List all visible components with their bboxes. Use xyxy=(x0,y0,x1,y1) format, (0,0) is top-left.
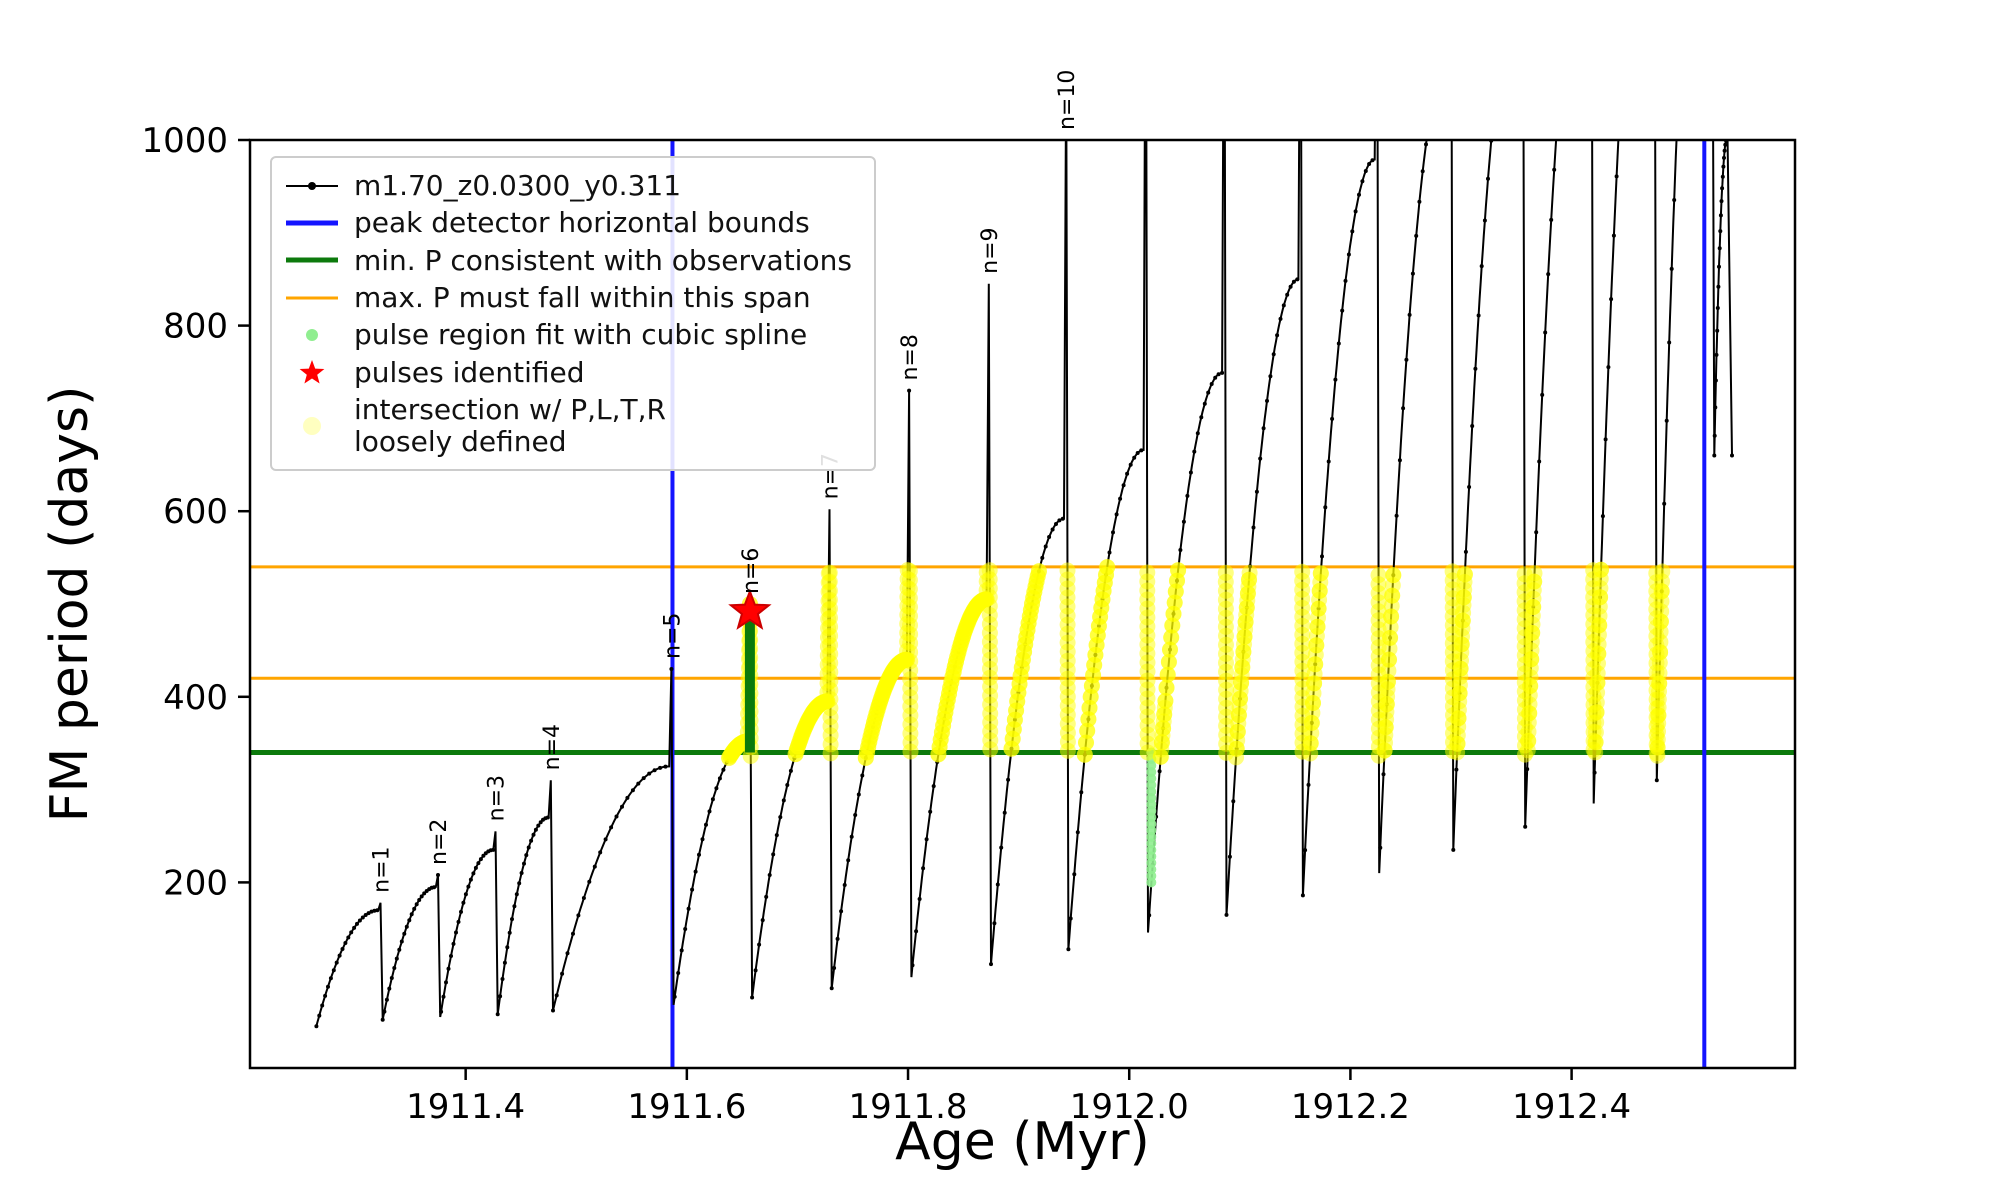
legend-item-4: pulse region fit with cubic spline xyxy=(284,318,852,352)
max-p-line-icon xyxy=(284,283,340,313)
svg-text:n=9: n=9 xyxy=(978,227,1003,273)
series-line-icon xyxy=(284,171,340,201)
svg-text:200: 200 xyxy=(163,863,228,903)
legend-item-1: peak detector horizontal bounds xyxy=(284,206,852,240)
legend-item-2: min. P consistent with observations xyxy=(284,243,852,277)
x-axis-label: Age (Myr) xyxy=(895,1112,1150,1172)
svg-text:n=8: n=8 xyxy=(898,334,923,380)
svg-text:1911.4: 1911.4 xyxy=(406,1087,525,1127)
svg-text:1912.4: 1912.4 xyxy=(1512,1087,1631,1127)
svg-text:n=6: n=6 xyxy=(739,548,764,594)
intersection-dot-icon xyxy=(284,411,340,441)
legend-label: m1.70_z0.0300_y0.311 xyxy=(354,169,682,202)
bounds-line-icon xyxy=(284,208,340,238)
svg-text:1000: 1000 xyxy=(141,121,228,161)
legend-item-0: m1.70_z0.0300_y0.311 xyxy=(284,170,852,201)
svg-text:1911.8: 1911.8 xyxy=(849,1087,968,1127)
legend-label: pulses identified xyxy=(354,355,585,389)
legend-label: max. P must fall within this span xyxy=(354,281,811,315)
svg-text:800: 800 xyxy=(163,307,228,347)
legend-label: intersection w/ P,L,T,R loosely defined xyxy=(354,393,666,458)
legend-item-5: pulses identified xyxy=(284,355,852,389)
y-axis-label: FM period (days) xyxy=(40,385,100,823)
svg-text:400: 400 xyxy=(163,678,228,718)
spline-dot-icon xyxy=(284,320,340,350)
svg-text:600: 600 xyxy=(163,492,228,532)
legend-label: peak detector horizontal bounds xyxy=(354,206,810,240)
svg-text:n=2: n=2 xyxy=(427,819,452,865)
svg-text:1912.0: 1912.0 xyxy=(1070,1087,1189,1127)
min-p-line-icon xyxy=(284,245,340,275)
svg-text:1911.6: 1911.6 xyxy=(627,1087,746,1127)
legend-item-6: intersection w/ P,L,T,R loosely defined xyxy=(284,394,852,457)
svg-text:1912.2: 1912.2 xyxy=(1291,1087,1410,1127)
pulse-star-icon xyxy=(284,357,340,387)
svg-text:n=5: n=5 xyxy=(660,613,685,659)
svg-text:n=10: n=10 xyxy=(1055,70,1080,130)
legend-label: pulse region fit with cubic spline xyxy=(354,318,808,352)
svg-text:n=4: n=4 xyxy=(540,724,565,770)
legend-item-3: max. P must fall within this span xyxy=(284,282,852,313)
svg-text:n=1: n=1 xyxy=(370,846,395,892)
legend-label: min. P consistent with observations xyxy=(354,243,852,277)
svg-text:n=3: n=3 xyxy=(485,775,510,821)
